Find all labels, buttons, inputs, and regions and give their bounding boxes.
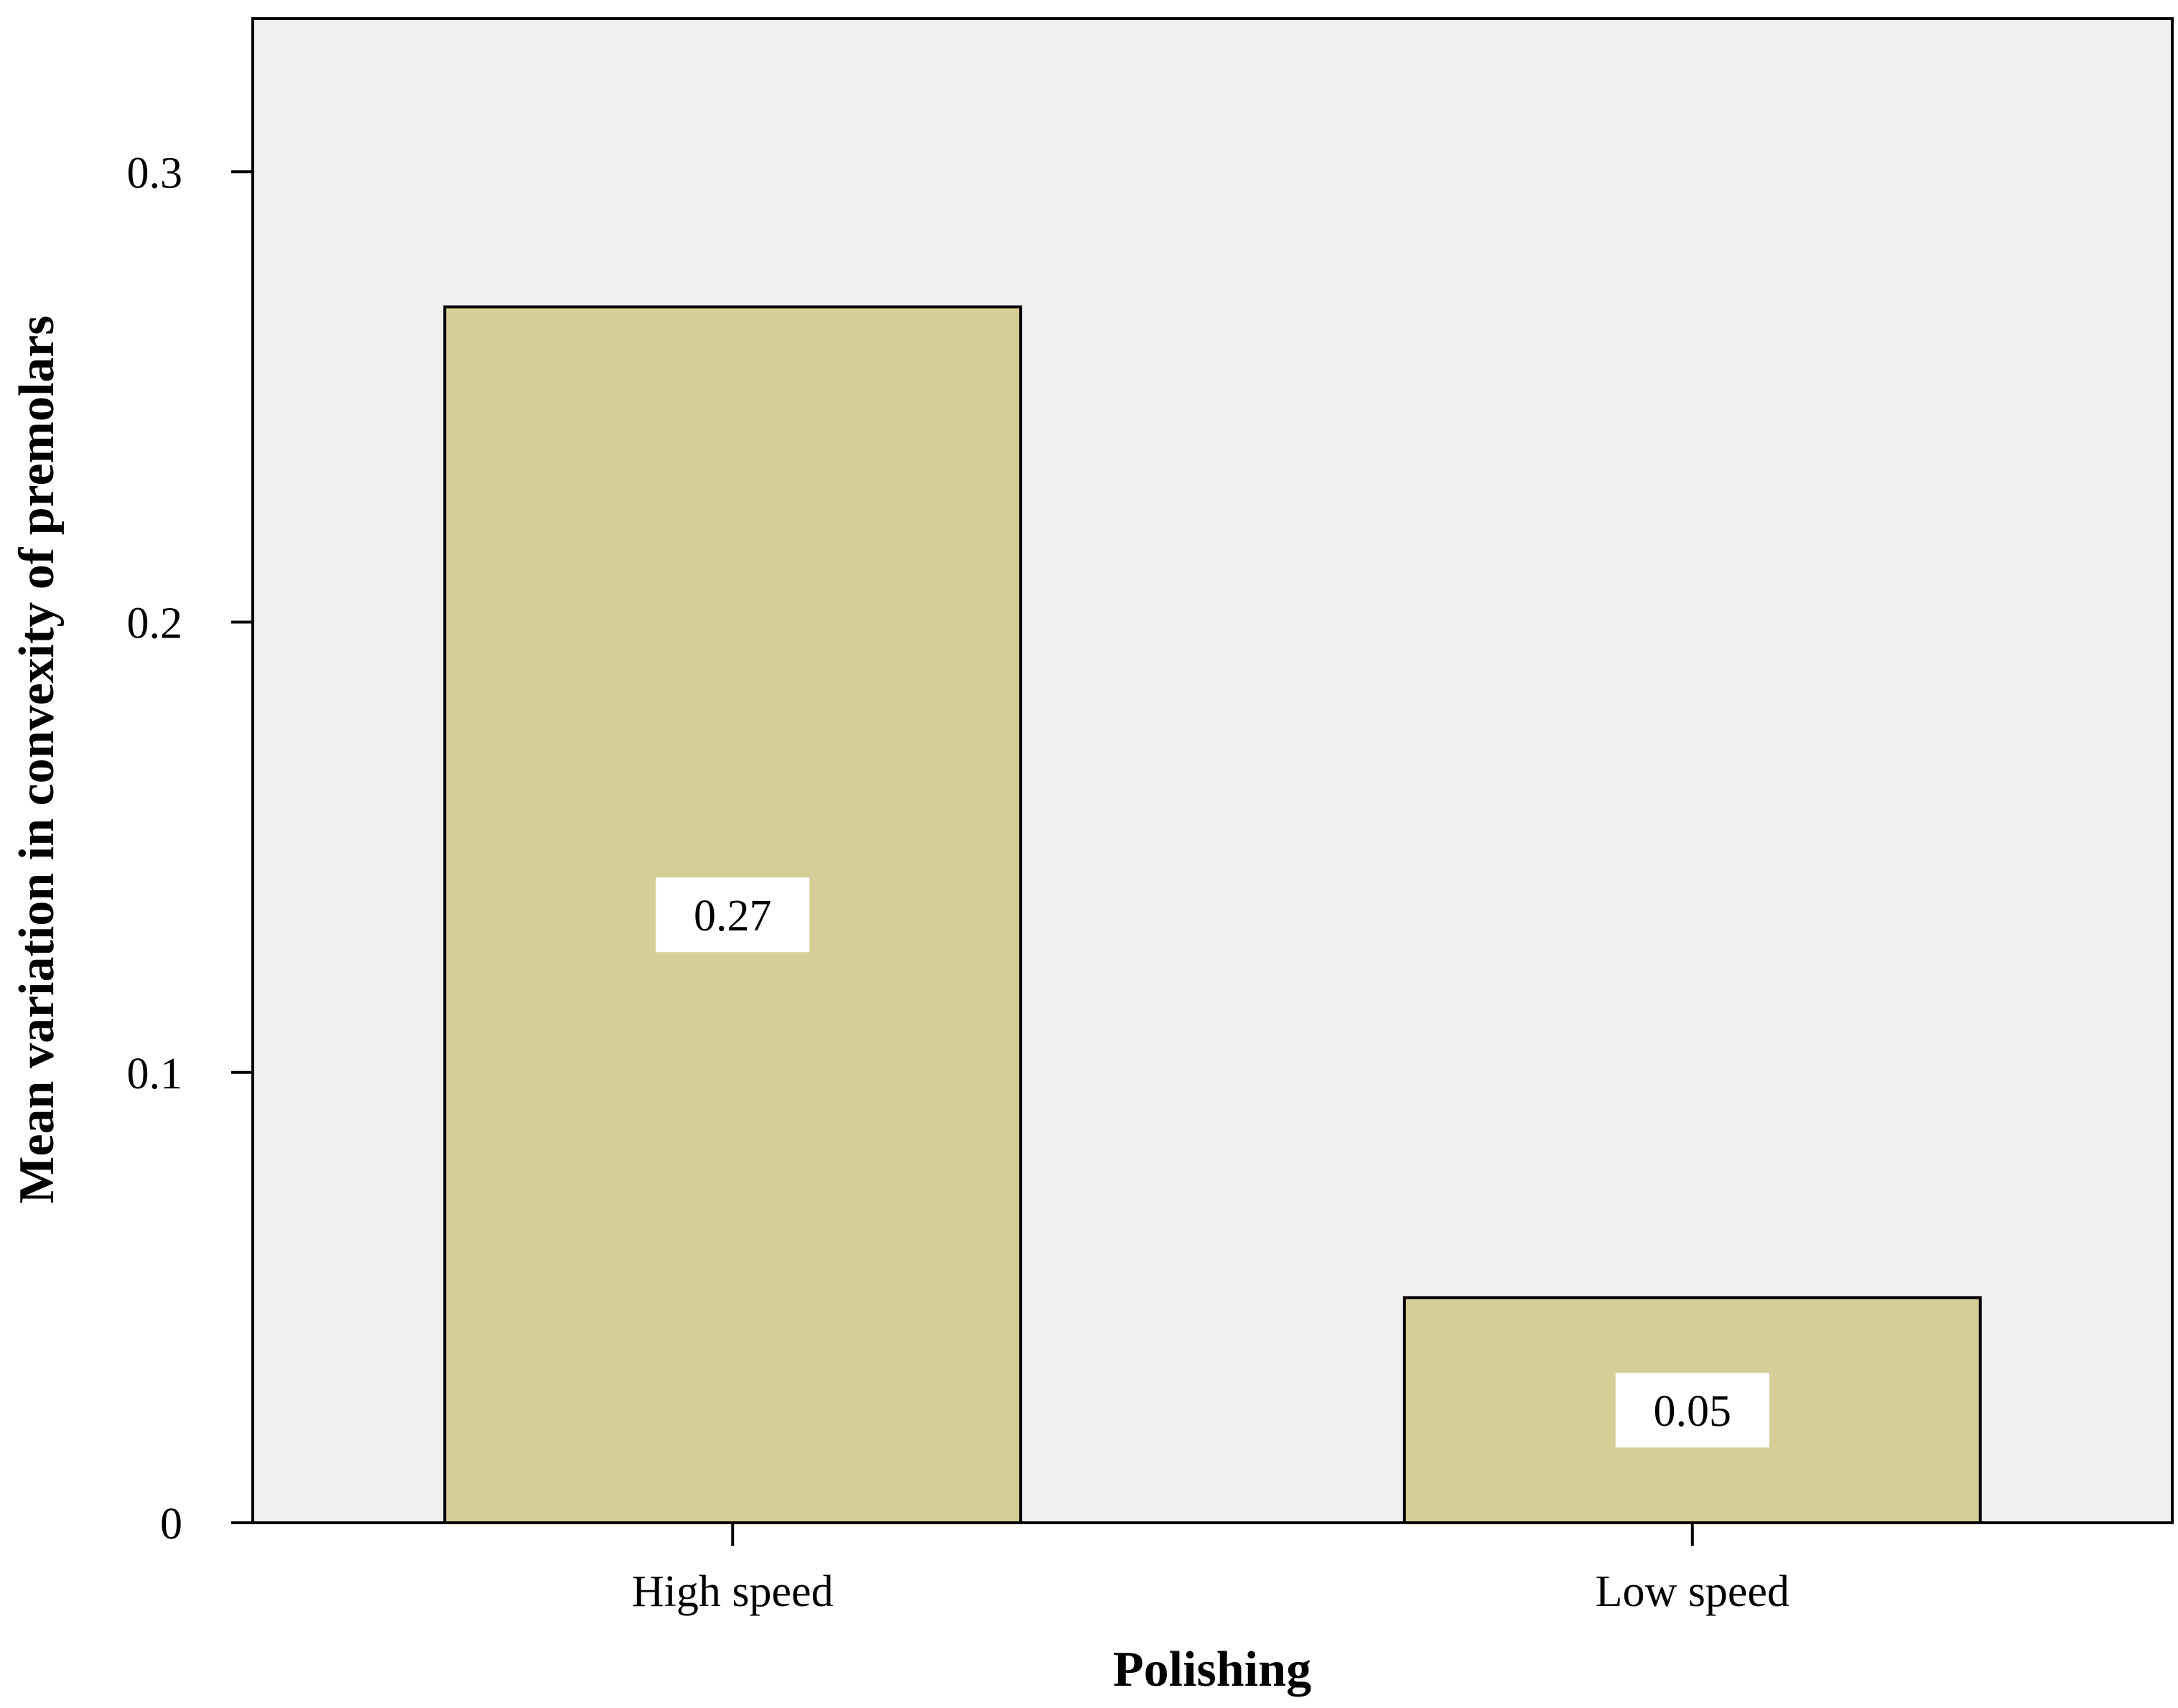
data-label: 0.05 [1654,1387,1732,1436]
y-axis-title: Mean variation in convexity of premolars [9,315,65,1203]
x-category-label: High speed [632,1567,834,1616]
y-tick-label: 0.3 [127,149,183,197]
y-tick-label: 0 [160,1500,182,1549]
x-axis-title: Polishing [1113,1642,1311,1697]
data-label-box [1615,1373,1769,1448]
y-tick-label: 0.1 [127,1050,183,1098]
data-label: 0.27 [694,892,772,941]
data-label-box [656,877,810,953]
x-category-label: Low speed [1596,1567,1790,1616]
y-tick-label: 0.2 [127,599,183,648]
